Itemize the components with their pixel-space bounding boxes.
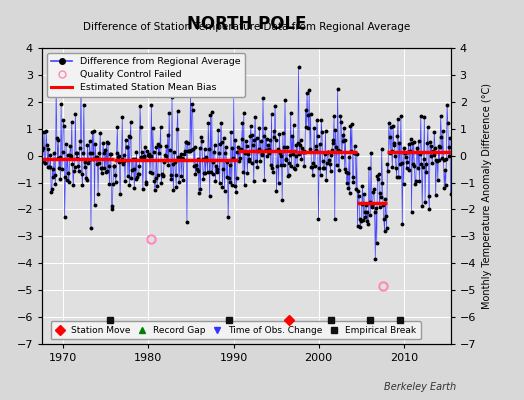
Title: NORTH POLE: NORTH POLE (187, 14, 306, 32)
Text: Berkeley Earth: Berkeley Earth (384, 382, 456, 392)
Y-axis label: Monthly Temperature Anomaly Difference (°C): Monthly Temperature Anomaly Difference (… (482, 83, 492, 309)
Text: Difference of Station Temperature Data from Regional Average: Difference of Station Temperature Data f… (83, 22, 410, 32)
Legend: Station Move, Record Gap, Time of Obs. Change, Empirical Break: Station Move, Record Gap, Time of Obs. C… (50, 322, 421, 340)
